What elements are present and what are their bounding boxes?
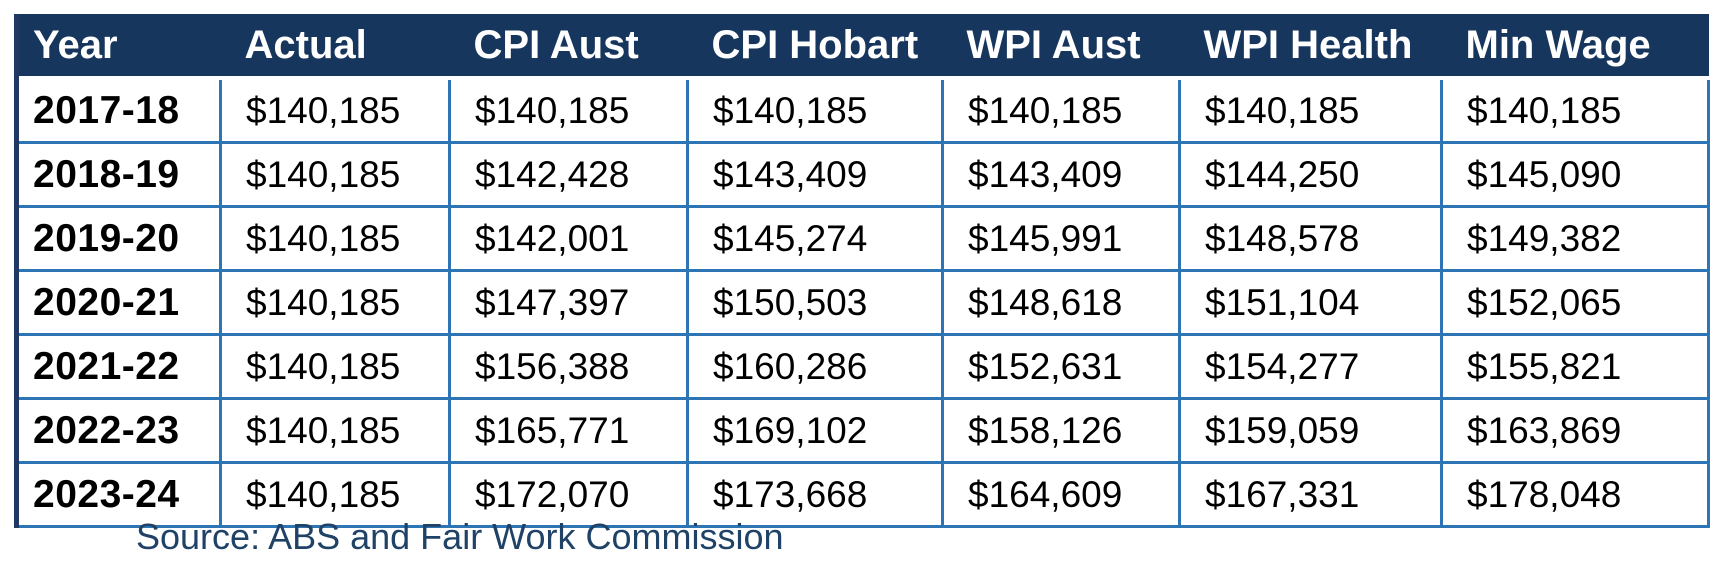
value-cell: $148,618 xyxy=(941,269,1181,336)
year-cell: 2021-22 xyxy=(15,333,222,400)
value-cell: $150,503 xyxy=(686,269,944,336)
table-row: 2023-24 $140,185 $172,070 $173,668 $164,… xyxy=(15,461,1710,528)
value-cell: $145,274 xyxy=(686,205,944,272)
value-cell: $147,397 xyxy=(448,269,689,336)
column-header-wpi-aust: WPI Aust xyxy=(942,14,1180,80)
value-cell: $178,048 xyxy=(1440,461,1710,528)
value-cell: $144,250 xyxy=(1178,141,1443,208)
year-cell: 2019-20 xyxy=(15,205,222,272)
year-cell: 2022-23 xyxy=(15,397,222,464)
column-header-cpi-hobart: CPI Hobart xyxy=(687,14,943,80)
value-cell: $172,070 xyxy=(448,461,689,528)
value-cell: $155,821 xyxy=(1440,333,1710,400)
value-cell: $152,065 xyxy=(1440,269,1710,336)
table-row: 2019-20 $140,185 $142,001 $145,274 $145,… xyxy=(15,205,1710,272)
value-cell: $140,185 xyxy=(941,78,1181,144)
column-header-wpi-health: WPI Health xyxy=(1179,14,1442,80)
table-header: Year Actual CPI Aust CPI Hobart WPI Aust… xyxy=(16,14,1709,80)
value-cell: $156,388 xyxy=(448,333,689,400)
value-cell: $159,059 xyxy=(1178,397,1443,464)
source-caption: Source: ABS and Fair Work Commission xyxy=(136,516,784,557)
table-row: 2018-19 $140,185 $142,428 $143,409 $143,… xyxy=(15,141,1710,208)
value-cell: $145,991 xyxy=(941,205,1181,272)
header-row: Year Actual CPI Aust CPI Hobart WPI Aust… xyxy=(16,14,1709,80)
value-cell: $163,869 xyxy=(1440,397,1710,464)
value-cell: $142,001 xyxy=(448,205,689,272)
value-cell: $151,104 xyxy=(1178,269,1443,336)
year-cell: 2020-21 xyxy=(15,269,222,336)
value-cell: $158,126 xyxy=(941,397,1181,464)
value-cell: $143,409 xyxy=(686,141,944,208)
column-header-min-wage: Min Wage xyxy=(1441,14,1709,80)
value-cell: $165,771 xyxy=(448,397,689,464)
value-cell: $140,185 xyxy=(219,333,451,400)
year-cell: 2018-19 xyxy=(15,141,222,208)
table-row: 2022-23 $140,185 $165,771 $169,102 $158,… xyxy=(15,397,1710,464)
column-header-actual: Actual xyxy=(220,14,450,80)
year-cell: 2023-24 xyxy=(15,461,222,528)
value-cell: $173,668 xyxy=(686,461,944,528)
value-cell: $140,185 xyxy=(219,397,451,464)
value-cell: $140,185 xyxy=(219,78,451,144)
value-cell: $140,185 xyxy=(686,78,944,144)
table-row: 2017-18 $140,185 $140,185 $140,185 $140,… xyxy=(15,78,1710,144)
table-row: 2021-22 $140,185 $156,388 $160,286 $152,… xyxy=(15,333,1710,400)
value-cell: $164,609 xyxy=(941,461,1181,528)
value-cell: $140,185 xyxy=(1178,78,1443,144)
value-cell: $142,428 xyxy=(448,141,689,208)
table-row: 2020-21 $140,185 $147,397 $150,503 $148,… xyxy=(15,269,1710,336)
column-header-year: Year xyxy=(16,14,221,80)
value-cell: $169,102 xyxy=(686,397,944,464)
value-cell: $140,185 xyxy=(219,141,451,208)
value-cell: $167,331 xyxy=(1178,461,1443,528)
year-cell: 2017-18 xyxy=(15,78,222,144)
value-cell: $149,382 xyxy=(1440,205,1710,272)
value-cell: $140,185 xyxy=(219,461,451,528)
value-cell: $143,409 xyxy=(941,141,1181,208)
value-cell: $148,578 xyxy=(1178,205,1443,272)
value-cell: $140,185 xyxy=(219,269,451,336)
value-cell: $140,185 xyxy=(219,205,451,272)
value-cell: $140,185 xyxy=(448,78,689,144)
column-header-cpi-aust: CPI Aust xyxy=(449,14,688,80)
value-cell: $140,185 xyxy=(1440,78,1710,144)
value-cell: $152,631 xyxy=(941,333,1181,400)
value-cell: $145,090 xyxy=(1440,141,1710,208)
value-cell: $160,286 xyxy=(686,333,944,400)
value-cell: $154,277 xyxy=(1178,333,1443,400)
table-body: 2017-18 $140,185 $140,185 $140,185 $140,… xyxy=(15,78,1710,528)
wage-comparison-table: Year Actual CPI Aust CPI Hobart WPI Aust… xyxy=(14,14,1710,528)
